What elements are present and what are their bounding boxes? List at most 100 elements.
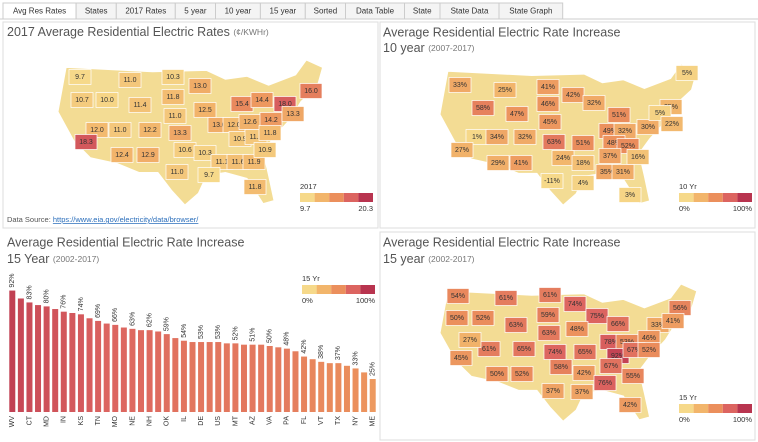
state-label: 30% [641,124,655,131]
tab-label[interactable]: 2017 Rates [125,7,166,16]
state-region [493,82,517,98]
x-tick-label: NE [129,416,136,426]
tab-label[interactable]: State [413,7,432,16]
legend-swatch [345,285,361,294]
tab[interactable] [498,2,564,20]
legend-tick-label: 100% [733,204,753,213]
state-label: 22% [665,121,679,128]
state-label: 16.0 [304,88,318,95]
bar [146,330,153,412]
state-label: 10.6 [178,147,192,154]
state-region [636,119,660,135]
state-region [573,344,597,360]
source-label: Data Source: [7,215,51,224]
state-region [250,92,274,108]
state-label: 51% [612,112,626,119]
state-label: 75% [590,313,604,320]
bar [258,344,265,412]
legend-swatch [722,193,738,202]
state-region [471,310,495,326]
state-label: 12.4 [115,152,129,159]
state-label: 37% [546,388,560,395]
state-region [258,125,282,141]
state-label: 11.8 [166,94,179,101]
panel-subtitle: 15 year (2002-2017) [383,252,475,266]
x-tick-label: VA [267,416,274,425]
subtitle-note: (2007-2017) [428,43,474,53]
tab-label[interactable]: 10 year [225,7,252,16]
tab-label[interactable]: 15 year [270,7,297,16]
state-label: 3% [625,192,635,199]
state-label: 12.0 [227,122,241,129]
value-label: 38% [318,345,325,359]
state-label: 11.8 [248,184,261,191]
bar [335,363,342,412]
x-tick-label: NH [146,416,153,426]
state-region [128,97,152,113]
legend-swatch [708,193,723,202]
x-tick-label: NY [352,416,359,426]
x-tick-label: KS [78,416,85,426]
state-label: -11% [544,178,560,185]
panel [2,21,379,229]
state-label: 67% [604,363,618,370]
bar [275,347,282,412]
state-label: 55% [626,373,640,380]
state-label: 9.7 [75,74,85,81]
state-label: 67% [627,347,641,354]
subtitle: 15 Year [7,252,49,266]
state-region [593,375,617,391]
state-region [571,155,595,171]
state-region [281,106,305,122]
state-region [571,135,595,151]
panel-title: 2017 Average Residential Electric Rates … [7,25,269,39]
tab-label[interactable]: State Graph [509,7,552,16]
state-region [161,69,185,85]
state-label: 34% [490,134,504,141]
state-label: 10.0 [100,97,114,104]
state-label: 65% [517,346,531,353]
state-label: 37% [575,389,589,396]
state-label: 12.0 [90,127,104,134]
state-label: 29% [491,160,505,167]
state-label: 56% [673,305,687,312]
value-label: 33% [352,351,359,365]
tab-label[interactable]: States [85,7,108,16]
legend-title: 15 Yr [679,393,697,402]
state-region [74,134,98,150]
tab-label[interactable]: Avg Res Rates [13,7,66,16]
bar [369,379,376,412]
legend-swatch [679,193,694,202]
legend-tick-label: 0% [679,415,690,424]
state-label: 59% [541,312,555,319]
source-link[interactable]: https://www.eia.gov/electricity/data/bro… [53,215,199,224]
tab-label[interactable]: Data Table [356,7,395,16]
tab-label[interactable]: 5 year [184,7,207,16]
state-region [606,316,630,332]
state-label: 45% [543,119,557,126]
tab-label[interactable]: State Data [451,7,489,16]
bar [129,328,136,412]
state-label: 5% [655,110,665,117]
state-region [541,383,565,399]
title-note: (¢/KWHr) [233,27,269,37]
state-region [565,321,589,337]
state-region [618,187,642,203]
bar [232,343,239,412]
state-label: 33% [453,82,467,89]
legend-swatch [314,193,330,202]
tab-label[interactable]: Sorted [314,7,338,16]
state-label: 76% [598,380,612,387]
state-label: 10.3 [166,74,180,81]
legend-swatch [737,404,752,413]
bar [43,306,50,412]
state-label: 18.3 [79,139,93,146]
x-tick-label: DE [198,416,205,426]
bar [215,342,222,412]
state-region [512,341,536,357]
legend-tick-label: 100% [733,415,753,424]
x-tick-label: WV [9,416,16,428]
bar [326,363,333,412]
state-region [637,342,661,358]
